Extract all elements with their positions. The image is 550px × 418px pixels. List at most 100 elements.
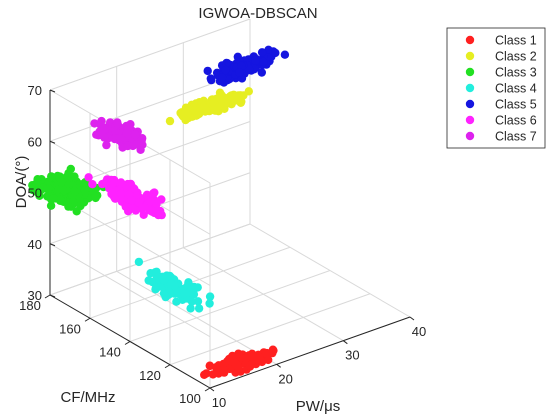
chart-title: IGWOA-DBSCAN [198, 5, 317, 22]
side-wall-grid-line [49, 243, 211, 338]
data-point [154, 210, 163, 220]
data-point [251, 56, 260, 65]
data-point [132, 140, 141, 149]
legend-box [446, 27, 546, 149]
z-tick-mark [49, 294, 56, 298]
legend-marker [465, 51, 475, 61]
data-point [70, 187, 80, 196]
data-point [177, 110, 187, 120]
data-point [221, 65, 230, 75]
data-point [185, 288, 194, 297]
data-point [257, 48, 267, 57]
data-point [165, 116, 175, 126]
z-tick-label: 60 [28, 134, 42, 149]
data-point [264, 355, 273, 365]
y-tick-mark [84, 317, 91, 322]
data-point [195, 108, 204, 117]
data-point [271, 48, 280, 58]
data-point [220, 368, 229, 377]
data-point [80, 186, 89, 196]
z-tick-label: 40 [28, 237, 42, 252]
data-point [234, 363, 243, 372]
legend: Class 1 Class 2 Class 3 Class 4 Class 5 Class… [446, 27, 546, 149]
legend-marker [465, 83, 475, 93]
data-point [47, 172, 56, 181]
data-point [89, 186, 99, 196]
series-class-7 [90, 116, 147, 154]
z-tick-mark [49, 243, 56, 247]
x-axis-label: PW/μs [296, 398, 340, 415]
y-tick-mark [124, 341, 131, 345]
x-tick-mark [409, 316, 415, 321]
data-point [131, 130, 140, 139]
data-point [203, 66, 212, 76]
floor-grid-line [129, 270, 331, 342]
data-point [88, 180, 97, 189]
data-point [194, 304, 204, 313]
data-point [84, 173, 93, 182]
x-tick-label: 20 [278, 371, 292, 386]
z-tick-label: 30 [28, 288, 42, 303]
x-tick-label: 30 [345, 348, 359, 363]
y-tick-label: 180 [19, 298, 41, 313]
data-point [205, 299, 214, 308]
data-point [64, 202, 73, 211]
legend-label: Class 4 [495, 82, 537, 96]
x-tick-mark [276, 363, 281, 368]
series-class-3 [28, 164, 108, 216]
series-class-2 [165, 87, 253, 126]
data-point [97, 116, 106, 126]
series-class-5 [203, 45, 290, 87]
data-point [59, 186, 69, 195]
y-axis-label: CF/MHz [61, 389, 116, 406]
data-point [70, 172, 79, 181]
data-point [91, 193, 100, 203]
y-tick-mark [204, 387, 211, 392]
z-tick-label: 50 [28, 186, 42, 201]
x-tick-label: 10 [212, 395, 226, 410]
z-tick-mark [49, 89, 56, 93]
y-tick-mark [164, 364, 171, 369]
data-point [110, 175, 119, 185]
data-point [116, 189, 126, 199]
legend-marker [465, 99, 475, 109]
data-point [172, 297, 181, 306]
y-tick-label: 100 [179, 391, 201, 406]
data-point [206, 74, 215, 83]
data-point [166, 279, 176, 289]
data-point [130, 184, 139, 193]
data-point [148, 189, 158, 198]
data-point [66, 164, 76, 174]
data-point [139, 210, 148, 219]
data-point [208, 370, 218, 379]
x-tick-mark [209, 387, 215, 392]
legend-marker [465, 115, 475, 125]
floor-grid-line [169, 293, 371, 366]
x-tick-mark [343, 340, 348, 345]
data-point [134, 257, 144, 267]
y-tick-label: 160 [59, 321, 81, 336]
z-tick-label: 70 [28, 83, 42, 98]
legend-label: Class 6 [495, 114, 537, 128]
data-point [152, 199, 161, 208]
z-tick-mark [49, 140, 56, 144]
data-point [145, 206, 154, 215]
legend-marker [465, 131, 475, 141]
data-point [165, 271, 174, 281]
data-point [122, 129, 131, 138]
data-point [127, 195, 136, 205]
legend-label: Class 1 [495, 34, 537, 48]
data-point [241, 354, 250, 363]
data-point [280, 50, 290, 59]
legend-label: Class 2 [495, 50, 537, 64]
data-point [184, 278, 193, 287]
data-point [111, 194, 120, 203]
data-point [38, 183, 47, 192]
data-point [257, 68, 266, 77]
data-point [233, 52, 242, 61]
data-point [102, 140, 111, 150]
data-point [134, 198, 143, 207]
data-point [113, 119, 122, 129]
